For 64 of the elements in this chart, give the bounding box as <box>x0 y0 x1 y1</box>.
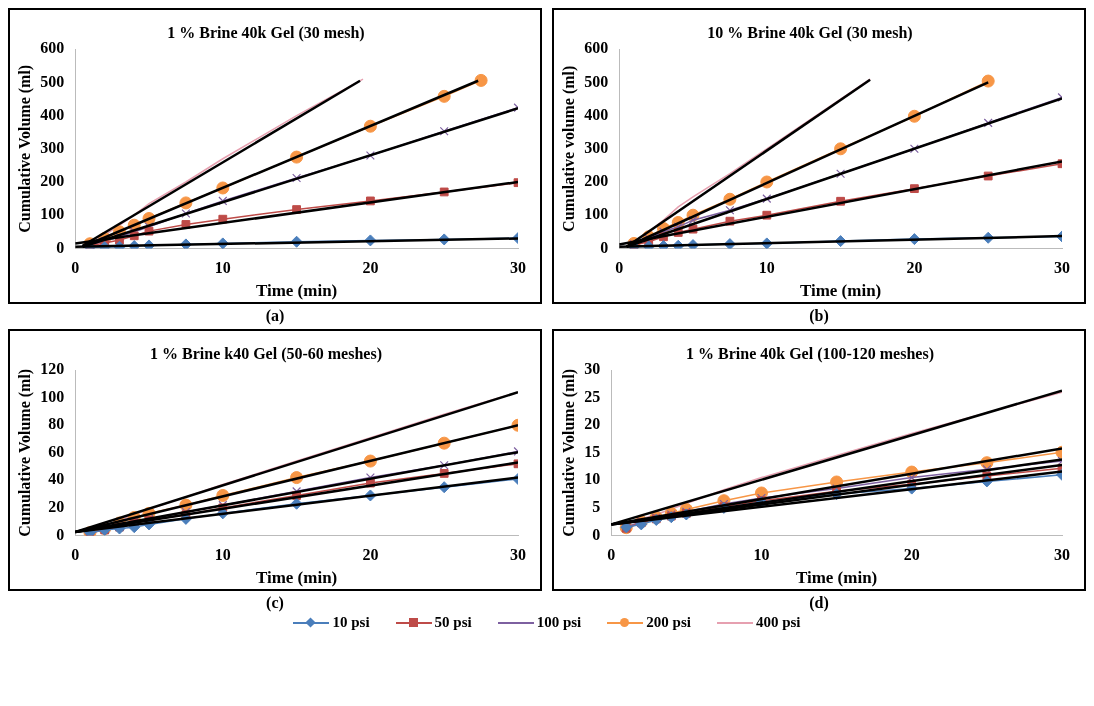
legend-label: 100 psi <box>536 614 582 631</box>
legend-label: 400 psi <box>755 614 801 631</box>
y-tick-label: 200 <box>40 172 65 190</box>
y-tick-label: 120 <box>40 360 65 378</box>
x-axis-title: Time (min) <box>255 281 338 301</box>
chart-title: 10 % Brine 40k Gel (30 mesh) <box>707 23 913 42</box>
x-tick-label: 30 <box>510 259 526 277</box>
y-tick-label: 0 <box>600 238 609 256</box>
legend-label: 200 psi <box>646 614 691 631</box>
x-tick-label: 10 <box>214 546 231 564</box>
y-tick-label: 600 <box>40 39 65 57</box>
y-tick-label: 0 <box>56 238 65 256</box>
x-tick-label: 20 <box>362 259 379 277</box>
y-tick-label: 0 <box>56 525 65 543</box>
x-tick-label: 0 <box>71 259 80 277</box>
y-axis-title: Cumulative Volume (ml) <box>15 64 34 233</box>
x-tick-label: 20 <box>906 259 923 277</box>
chart-title: 1 % Brine 40k Gel (100-120 meshes) <box>686 344 934 363</box>
chart-title: 1 % Brine k40 Gel (50-60 meshes) <box>150 344 382 363</box>
x-tick-label: 30 <box>510 546 526 564</box>
y-tick-label: 20 <box>48 498 65 516</box>
y-axis-title: Cumulative Volume (ml) <box>15 368 34 537</box>
x-tick-label: 10 <box>214 259 231 277</box>
x-tick-label: 20 <box>903 546 920 564</box>
x-tick-label: 30 <box>1054 259 1070 277</box>
y-tick-label: 100 <box>584 205 609 223</box>
y-tick-label: 20 <box>584 415 601 433</box>
y-tick-label: 60 <box>48 442 65 460</box>
y-tick-label: 300 <box>584 138 609 156</box>
x-tick-label: 0 <box>71 546 80 564</box>
y-tick-label: 10 <box>584 470 601 488</box>
legend-label: 50 psi <box>434 614 472 631</box>
text: (b) <box>808 307 830 325</box>
text: (d) <box>808 594 830 612</box>
legend-label: 10 psi <box>332 614 370 631</box>
y-axis-title: Cumulative Volume (ml) <box>559 368 578 537</box>
y-tick-label: 0 <box>592 525 601 543</box>
y-tick-label: 500 <box>40 72 65 90</box>
x-tick-label: 10 <box>758 259 775 277</box>
x-axis-title: Time (min) <box>795 568 878 588</box>
y-tick-label: 25 <box>584 387 601 405</box>
y-tick-label: 200 <box>584 172 609 190</box>
chart-title: 1 % Brine 40k Gel (30 mesh) <box>167 23 365 42</box>
y-tick-label: 400 <box>40 105 65 123</box>
y-tick-label: 80 <box>48 415 65 433</box>
y-tick-label: 600 <box>584 39 609 57</box>
x-axis-title: Time (min) <box>255 568 338 588</box>
text: (a) <box>264 307 286 325</box>
x-tick-label: 30 <box>1054 546 1070 564</box>
y-tick-label: 5 <box>592 498 601 516</box>
y-tick-label: 400 <box>584 105 609 123</box>
y-tick-label: 40 <box>48 470 65 488</box>
y-tick-label: 500 <box>584 72 609 90</box>
text: (c) <box>265 594 285 612</box>
y-tick-label: 100 <box>40 205 65 223</box>
x-axis-title: Time (min) <box>799 281 882 301</box>
y-tick-label: 15 <box>584 442 601 460</box>
y-tick-label: 30 <box>584 360 601 378</box>
x-tick-label: 10 <box>753 546 770 564</box>
y-axis-title: Cumulative volume (ml) <box>559 65 578 232</box>
y-tick-label: 300 <box>40 138 65 156</box>
y-tick-label: 100 <box>40 387 65 405</box>
x-tick-label: 20 <box>362 546 379 564</box>
x-tick-label: 0 <box>615 259 624 277</box>
